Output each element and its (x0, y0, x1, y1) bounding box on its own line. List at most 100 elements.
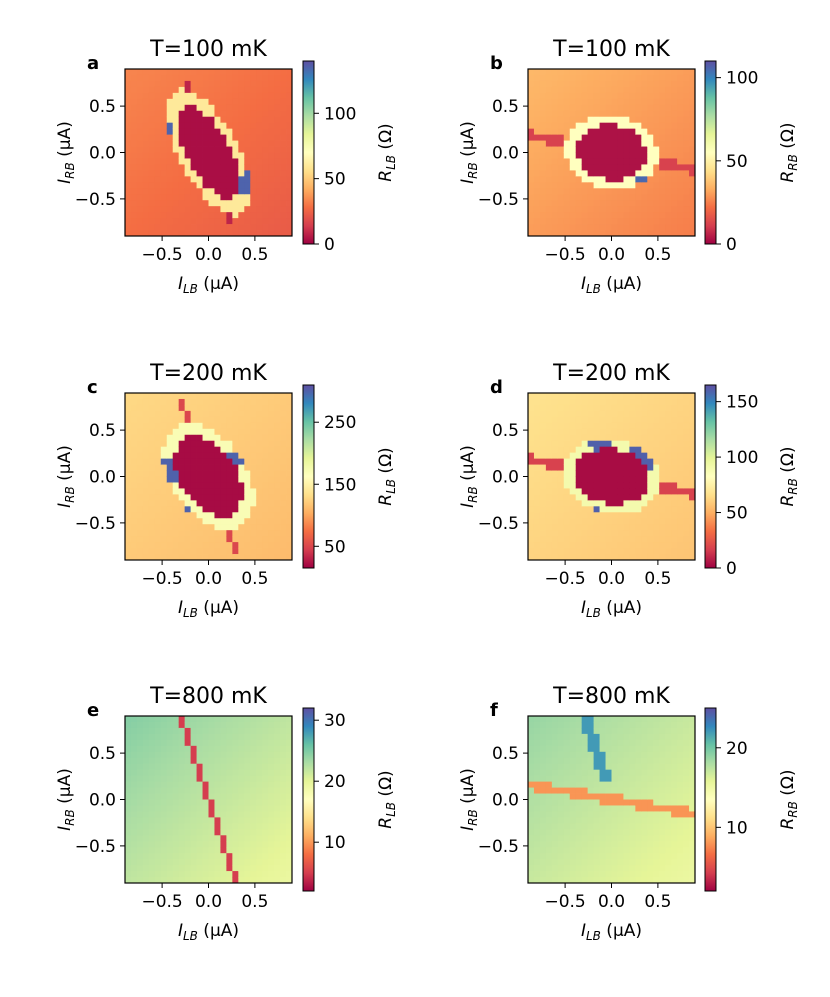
heatmap-cell (635, 721, 642, 729)
heatmap-cell (178, 739, 186, 747)
heatmap-cell (256, 841, 263, 848)
heatmap-cell (557, 188, 565, 195)
heatmap-cell (575, 494, 583, 501)
heatmap-cell (623, 69, 630, 76)
heatmap-cell (208, 98, 215, 106)
heatmap-cell (148, 212, 156, 219)
heatmap-cell (629, 811, 636, 818)
heatmap-cell (190, 393, 197, 400)
heatmap-cell (148, 799, 156, 806)
heatmap-cell (581, 799, 589, 806)
heatmap-cell (605, 134, 612, 141)
heatmap-cell (533, 488, 541, 495)
heatmap-cell (539, 841, 547, 848)
heatmap-cell (611, 170, 618, 177)
heatmap-cell (280, 763, 287, 771)
heatmap-cell (148, 92, 156, 100)
heatmap-cell (599, 446, 606, 454)
heatmap-cell (683, 841, 690, 848)
heatmap-cell (256, 446, 263, 454)
heatmap-cell (557, 194, 565, 201)
heatmap-cell (184, 476, 192, 483)
heatmap-cell (551, 188, 559, 195)
heatmap-cell (605, 775, 612, 783)
heatmap-cell (611, 128, 618, 136)
heatmap-cell (635, 865, 642, 872)
heatmap-cell (563, 739, 571, 747)
heatmap-cell (202, 446, 209, 454)
heatmap-cell (683, 811, 690, 818)
heatmap-cell (683, 548, 690, 555)
heatmap-cell (689, 446, 696, 454)
heatmap-cell (208, 194, 215, 201)
heatmap-cell (190, 769, 197, 777)
heatmap-cell (629, 122, 636, 130)
heatmap-cell (581, 176, 589, 183)
heatmap-cell (629, 739, 636, 747)
heatmap-cell (262, 554, 269, 561)
heatmap-cell (593, 458, 600, 465)
heatmap-cell (274, 877, 281, 884)
heatmap-cell (575, 69, 583, 76)
heatmap-cell (593, 446, 600, 454)
heatmap-cell (244, 518, 251, 525)
heatmap-cell (286, 74, 293, 82)
heatmap-cell (172, 859, 180, 866)
heatmap-cell (166, 200, 174, 207)
heatmap-cell (641, 530, 648, 537)
heatmap-cell (286, 727, 293, 735)
heatmap-cell (232, 434, 239, 442)
heatmap-cell (238, 188, 245, 195)
panel-title: T=100 mK (552, 37, 670, 62)
heatmap-cell (587, 745, 595, 753)
heatmap-cell (125, 458, 132, 465)
heatmap-cell (689, 739, 696, 747)
heatmap-cell (671, 464, 678, 471)
heatmap-cell (262, 470, 269, 477)
heatmap-cell (563, 122, 571, 130)
heatmap-cell (563, 98, 571, 106)
heatmap-cell (172, 877, 180, 884)
heatmap-cell (611, 398, 618, 406)
heatmap-cell (226, 164, 233, 171)
heatmap-cell (575, 122, 583, 130)
heatmap-cell (581, 476, 589, 483)
heatmap-cell (671, 128, 678, 136)
heatmap-cell (262, 194, 269, 201)
heatmap-cell (196, 224, 203, 231)
panel-title: T=800 mK (552, 684, 670, 709)
heatmap-cell (653, 548, 660, 555)
heatmap-cell (130, 194, 138, 201)
heatmap-cell (154, 428, 162, 436)
heatmap-cell (142, 853, 150, 860)
heatmap-cell (689, 212, 696, 219)
heatmap-cell (647, 877, 654, 884)
heatmap-cell (575, 745, 583, 753)
heatmap-cell (629, 176, 636, 183)
heatmap-cell (256, 69, 263, 76)
heatmap-cell (130, 859, 138, 866)
heatmap-cell (539, 470, 547, 477)
heatmap-cell (539, 446, 547, 454)
heatmap-cell (208, 230, 215, 237)
heatmap-cell (563, 548, 571, 555)
heatmap-cell (208, 434, 215, 442)
heatmap-cell (665, 434, 672, 442)
heatmap-cell (250, 86, 257, 94)
heatmap-cell (220, 799, 227, 806)
heatmap-cell (250, 224, 257, 231)
heatmap-cell (611, 877, 618, 884)
heatmap-cell (172, 206, 180, 213)
heatmap-cell (286, 554, 293, 561)
heatmap-cell (244, 763, 251, 771)
heatmap-cell (172, 104, 180, 112)
heatmap-cell (184, 86, 192, 94)
heatmap-cell (142, 152, 150, 159)
heatmap-cell (196, 230, 203, 237)
heatmap-cell (677, 530, 684, 537)
heatmap-cell (629, 74, 636, 82)
heatmap-cell (125, 146, 132, 153)
heatmap-cell (528, 847, 535, 854)
heatmap-cell (689, 158, 696, 165)
heatmap-cell (250, 877, 257, 884)
